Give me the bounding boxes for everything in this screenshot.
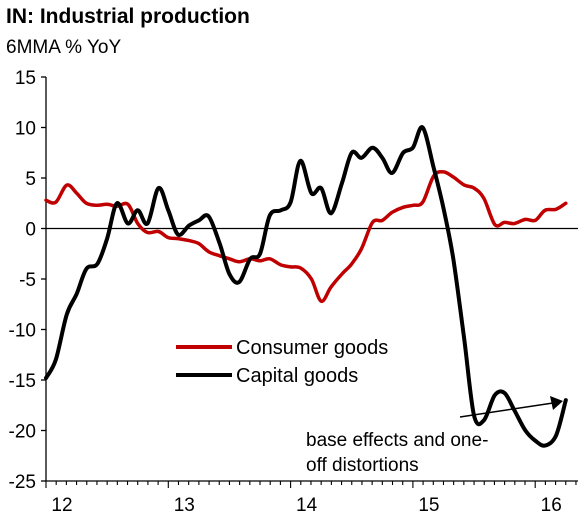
y-tick-label: 10 bbox=[15, 119, 36, 140]
series-line-capital-goods bbox=[44, 125, 568, 448]
y-tick-label: 5 bbox=[25, 169, 36, 190]
legend: Consumer goods Capital goods bbox=[176, 337, 388, 387]
x-tick-label: 16 bbox=[541, 495, 562, 516]
x-tick-label: 14 bbox=[296, 495, 318, 516]
legend-label-capital-goods: Capital goods bbox=[236, 365, 358, 387]
x-tick-label: 15 bbox=[418, 495, 439, 516]
annotation-arrow bbox=[459, 402, 554, 418]
series-line-consumer-goods bbox=[44, 170, 568, 303]
chart-title: IN: Industrial production bbox=[6, 5, 250, 28]
annotation-line-2: off distortions bbox=[306, 455, 419, 476]
annotation: base effects and one- off distortions bbox=[306, 396, 563, 476]
y-tick-label: 15 bbox=[15, 68, 36, 89]
y-axis: 15 10 5 0 -5 -10 -15 -20 -25 bbox=[9, 68, 46, 493]
annotation-arrowhead bbox=[550, 396, 563, 410]
y-tick-label: -10 bbox=[9, 321, 36, 342]
series-layer bbox=[44, 125, 568, 448]
y-tick-label: -15 bbox=[9, 371, 36, 392]
x-axis: 12 13 14 15 16 bbox=[45, 481, 577, 516]
y-tick-label: -25 bbox=[9, 472, 36, 493]
y-tick-label: -20 bbox=[9, 422, 36, 443]
x-tick-label: 12 bbox=[51, 495, 72, 516]
legend-label-consumer-goods: Consumer goods bbox=[236, 337, 388, 359]
annotation-line-1: base effects and one- bbox=[306, 430, 488, 451]
y-tick-label: -5 bbox=[19, 270, 36, 291]
x-tick-label: 13 bbox=[174, 495, 195, 516]
y-tick-label: 0 bbox=[25, 220, 36, 241]
chart-subtitle: 6MMA % YoY bbox=[6, 37, 121, 58]
